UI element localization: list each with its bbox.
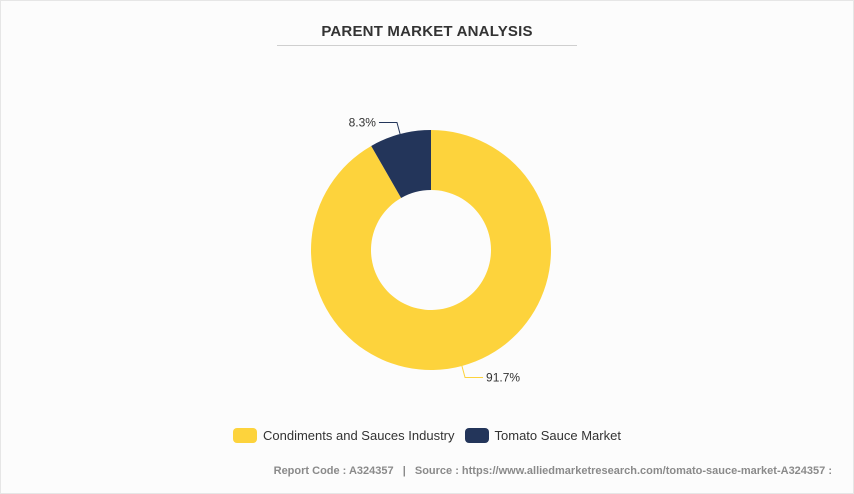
report-code: Report Code : A324357 xyxy=(273,465,394,477)
title-underline xyxy=(277,45,577,46)
slice-tomato-sauce[interactable] xyxy=(371,130,431,198)
legend-swatch-tomato-sauce xyxy=(464,428,489,443)
leader-line xyxy=(461,365,484,379)
data-label-tomato-sauce: 8.3% xyxy=(349,115,377,129)
data-label-condiments: 91.7% xyxy=(486,371,520,385)
legend-label-condiments: Condiments and Sauces Industry xyxy=(263,428,455,443)
source-footer: Report Code : A324357 | Source : https:/… xyxy=(274,465,832,477)
leader-line xyxy=(378,121,401,135)
footer-separator: | xyxy=(402,465,406,477)
slice-condiments[interactable] xyxy=(310,130,551,371)
legend-item-condiments[interactable]: Condiments and Sauces Industry xyxy=(233,428,455,443)
legend-item-tomato-sauce[interactable]: Tomato Sauce Market xyxy=(464,428,621,443)
legend: Condiments and Sauces Industry Tomato Sa… xyxy=(0,428,854,443)
legend-swatch-condiments xyxy=(233,428,258,443)
legend-label-tomato-sauce: Tomato Sauce Market xyxy=(494,428,621,443)
source-text: Source : https://www.alliedmarketresearc… xyxy=(414,465,832,477)
chart-title: PARENT MARKET ANALYSIS xyxy=(321,23,533,40)
